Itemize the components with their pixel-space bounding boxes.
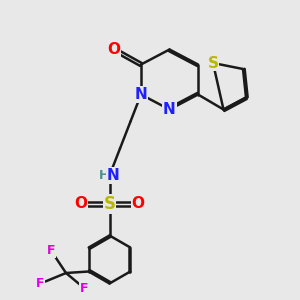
Text: N: N xyxy=(107,168,119,183)
Text: N: N xyxy=(135,87,147,102)
Text: F: F xyxy=(36,277,45,290)
Text: O: O xyxy=(131,196,145,211)
Text: H: H xyxy=(99,169,109,182)
Text: O: O xyxy=(74,196,88,211)
Text: N: N xyxy=(163,102,176,117)
Text: F: F xyxy=(80,281,88,295)
Text: S: S xyxy=(103,195,116,213)
Text: F: F xyxy=(47,244,55,257)
Text: S: S xyxy=(208,56,218,70)
Text: O: O xyxy=(107,42,121,57)
